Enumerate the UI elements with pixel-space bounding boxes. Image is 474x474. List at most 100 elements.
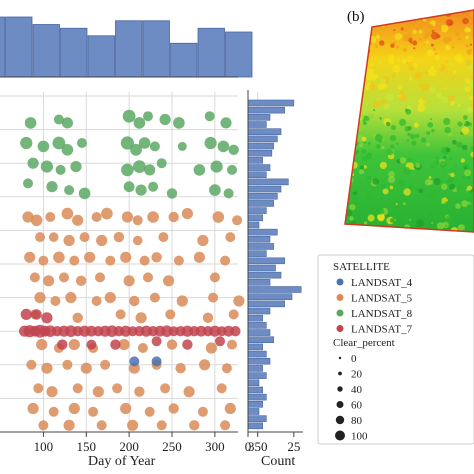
- map-texture-patch: [445, 44, 451, 51]
- map-texture-patch: [470, 151, 474, 158]
- data-point-landsat_8: [70, 161, 82, 173]
- data-point-landsat_5: [143, 272, 153, 283]
- map-texture-patch: [449, 62, 454, 66]
- map-texture-patch: [389, 135, 397, 142]
- map-texture-patch: [427, 23, 434, 30]
- map-texture-patch: [371, 209, 377, 216]
- map-texture-patch: [361, 136, 367, 142]
- map-texture-patch: [463, 115, 468, 120]
- map-texture-patch: [447, 207, 450, 211]
- map-texture-patch: [434, 24, 442, 33]
- data-point-landsat_5: [95, 272, 105, 283]
- map-texture-patch: [353, 33, 357, 36]
- data-point-landsat_5: [24, 251, 36, 263]
- map-texture-patch: [439, 160, 447, 169]
- data-point-landsat_7: [86, 339, 97, 350]
- map-texture-patch: [457, 121, 463, 127]
- legend-size-title: Clear_percent: [333, 337, 395, 349]
- right-histogram-bar: [247, 322, 267, 329]
- map-texture-patch: [415, 187, 419, 191]
- map-texture-patch: [381, 99, 387, 105]
- map-texture-patch: [391, 74, 395, 78]
- map-texture-patch: [398, 205, 403, 210]
- map-texture-patch: [448, 173, 451, 176]
- data-point-landsat_5: [53, 251, 65, 264]
- right-histogram-bar: [247, 408, 260, 415]
- x-tick-label: 100: [34, 439, 54, 454]
- map-texture-patch: [391, 27, 394, 30]
- map-texture-patch: [468, 129, 474, 137]
- data-point-landsat_5: [62, 359, 73, 370]
- data-point-landsat_5: [46, 386, 58, 398]
- data-point-landsat_5: [216, 383, 227, 394]
- map-texture-patch: [447, 37, 453, 42]
- data-point-landsat_8: [37, 140, 50, 153]
- data-point-landsat_8: [133, 160, 146, 174]
- map-texture-patch: [466, 175, 471, 180]
- right-histogram-bar: [247, 386, 263, 394]
- map-texture-patch: [381, 184, 386, 190]
- map-texture-patch: [426, 131, 431, 136]
- data-point-landsat_5: [205, 342, 217, 354]
- map-texture-patch: [373, 100, 381, 108]
- map-texture-patch: [466, 106, 474, 113]
- data-point-landsat_8: [173, 117, 185, 129]
- data-point-landsat_5: [92, 386, 104, 398]
- data-point-landsat_5: [68, 402, 80, 415]
- map-texture-patch: [356, 134, 364, 143]
- data-point-landsat_5: [202, 312, 214, 323]
- map-texture-patch: [464, 169, 472, 177]
- map-texture-patch: [379, 86, 383, 90]
- map-texture-patch: [353, 97, 359, 102]
- map-texture-patch: [444, 126, 451, 134]
- map-texture-patch: [397, 94, 400, 97]
- data-point-landsat_8: [123, 181, 135, 193]
- map-texture-patch: [444, 201, 449, 206]
- map-texture-patch: [408, 65, 415, 72]
- map-texture-patch: [460, 158, 465, 163]
- right-histogram-bar: [247, 250, 267, 257]
- data-point-landsat_5: [137, 343, 148, 353]
- data-point-landsat_8: [121, 163, 134, 177]
- map-texture-patch: [379, 40, 385, 46]
- map-texture-patch: [413, 204, 419, 210]
- data-point-landsat_5: [26, 359, 37, 370]
- map-texture-patch: [422, 97, 425, 101]
- x-tick-label: 350: [248, 439, 268, 454]
- right-histogram-bar: [247, 357, 271, 365]
- map-texture-patch: [404, 126, 411, 132]
- map-texture-patch: [465, 59, 472, 66]
- map-texture-patch: [457, 185, 461, 189]
- data-point-landsat_5: [197, 234, 209, 247]
- map-texture-patch: [390, 43, 395, 48]
- data-point-landsat_5: [36, 339, 48, 351]
- map-texture-patch: [455, 188, 458, 191]
- map-texture-patch: [399, 157, 407, 164]
- right-histogram-bar: [247, 106, 285, 114]
- data-point-landsat_5: [193, 251, 205, 263]
- map-texture-patch: [345, 140, 348, 146]
- map-texture-patch: [421, 137, 427, 143]
- data-point-landsat_5: [134, 386, 145, 397]
- data-point-landsat_7: [215, 336, 225, 347]
- right-histogram-bar: [247, 200, 274, 207]
- data-point-landsat_5: [65, 292, 77, 304]
- map-texture-patch: [449, 183, 456, 190]
- legend-label-landsat_4: LANDSAT_4: [351, 277, 413, 289]
- map-texture-patch: [430, 43, 434, 47]
- data-point-landsat_8: [209, 184, 221, 196]
- x-tick-label: 250: [162, 439, 182, 454]
- data-point-landsat_5: [224, 402, 236, 415]
- data-point-landsat_8: [46, 181, 58, 193]
- map-texture-patch: [464, 86, 471, 93]
- map-texture-patch: [350, 91, 355, 95]
- data-point-landsat_5: [132, 215, 143, 226]
- data-point-landsat_5: [149, 292, 160, 303]
- map-texture-patch: [465, 79, 468, 82]
- map-texture-patch: [461, 126, 470, 135]
- map-texture-patch: [469, 80, 474, 88]
- data-point-landsat_8: [78, 187, 91, 200]
- data-point-landsat_5: [35, 232, 45, 243]
- data-point-landsat_5: [50, 296, 61, 306]
- right-histogram-bar: [247, 279, 271, 286]
